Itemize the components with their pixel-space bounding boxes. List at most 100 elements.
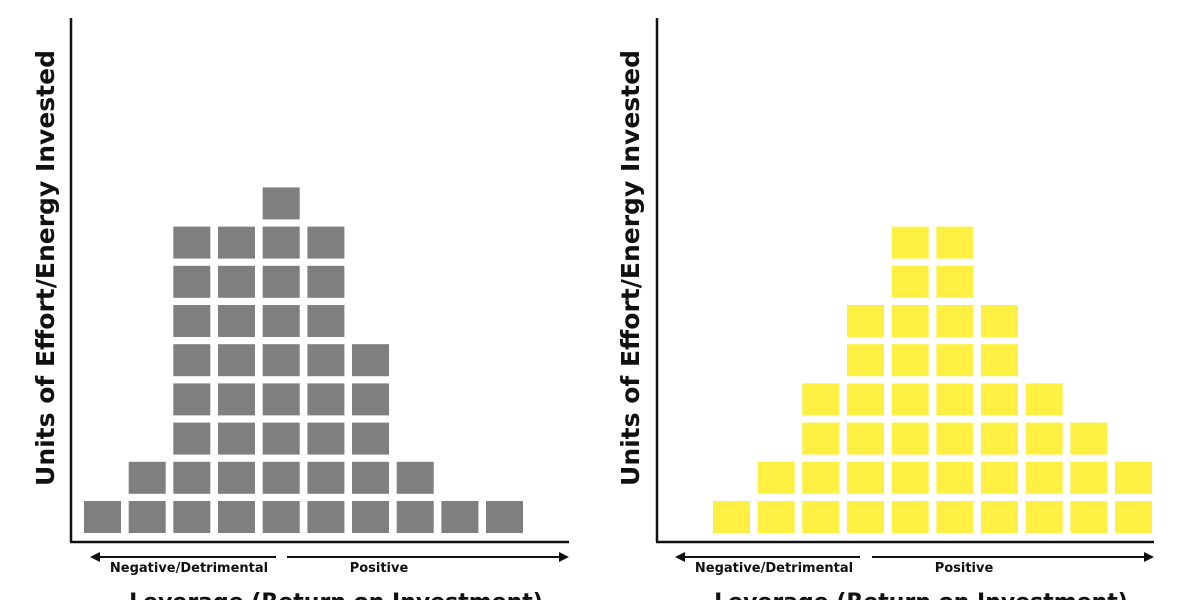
bar-unit-block [352,422,389,455]
bar-unit-block [802,422,840,455]
y-axis-label: Units of Effort/Energy Invested [616,50,645,486]
bar-unit-block [891,265,929,298]
bar-unit-block [262,501,300,533]
bar-unit-block [891,422,929,455]
bar-unit-block [173,383,211,416]
bar-unit-block [352,344,389,377]
bar-unit-block [1070,501,1108,533]
bar-unit-block [307,501,345,533]
bar-unit-block [128,461,166,494]
bar-unit-block [847,501,884,533]
bar-unit-block [1070,422,1108,455]
bar-unit-block [1115,461,1152,494]
y-axis-label: Units of Effort/Energy Invested [31,50,60,486]
bar-unit-block [981,461,1018,494]
bar-unit-block [262,422,300,455]
bar-unit-block [757,501,795,533]
bar-unit-block [262,305,300,337]
bar-unit-block [1025,501,1063,533]
bar-unit-block [847,383,884,416]
bar-unit-block [936,422,974,455]
bar-unit-block [891,305,929,337]
positive-label: Positive [935,561,994,576]
bar-unit-block [981,344,1018,377]
bar-unit-block [802,383,840,416]
bar-unit-block [173,422,211,455]
bar-unit-block [173,344,211,377]
bar-unit-block [981,383,1018,416]
bar-unit-block [891,344,929,377]
bar-unit-block [262,461,300,494]
bar-unit-block [262,226,300,259]
bar-unit-block [218,501,255,533]
bars-group [84,187,523,533]
bar-unit-block [173,501,211,533]
bar-unit-block [847,344,884,377]
bar-unit-block [891,383,929,416]
bar-unit-block [486,501,523,533]
bar-unit-block [173,305,211,337]
bar-unit-block [352,461,389,494]
bar-unit-block [847,305,884,337]
x-axis-label: Leverage (Return on Investment) [714,590,1128,600]
bar-unit-block [307,383,345,416]
bar-unit-block [1070,461,1108,494]
bar-unit-block [1115,501,1152,533]
bar-unit-block [84,501,121,533]
x-axis-label: Leverage (Return on Investment) [129,590,543,600]
bar-unit-block [936,461,974,494]
bar-unit-block [218,422,255,455]
bar-unit-block [936,501,974,533]
bar-unit-block [307,344,345,377]
bars-group [713,226,1152,533]
bar-unit-block [802,461,840,494]
bar-unit-block [936,344,974,377]
bar-unit-block [307,422,345,455]
bar-unit-block [1025,383,1063,416]
bar-unit-block [981,501,1018,533]
chart-left: Negative/Detrimental Positive Units of E… [31,18,569,605]
bar-unit-block [1025,461,1063,494]
bar-unit-block [262,265,300,298]
bar-unit-block [891,461,929,494]
bar-unit-block [396,501,434,533]
bar-unit-block [218,305,255,337]
negative-label: Negative/Detrimental [695,561,853,576]
bar-unit-block [307,461,345,494]
bar-unit-block [936,383,974,416]
bar-unit-block [713,501,750,533]
bar-unit-block [173,265,211,298]
bar-unit-block [1025,422,1063,455]
bar-unit-block [757,461,795,494]
bar-unit-block [128,501,166,533]
bar-unit-block [218,383,255,416]
bar-unit-block [307,226,345,259]
bar-unit-block [441,501,479,533]
bar-unit-block [981,305,1018,337]
bar-unit-block [802,501,840,533]
bar-unit-block [173,461,211,494]
bar-unit-block [218,344,255,377]
bar-unit-block [262,344,300,377]
bar-unit-block [936,226,974,259]
bar-unit-block [173,226,211,259]
bar-unit-block [936,265,974,298]
bar-unit-block [218,265,255,298]
bar-unit-block [352,501,389,533]
bar-unit-block [847,422,884,455]
bar-unit-block [307,305,345,337]
bar-unit-block [352,383,389,416]
chart-right: Negative/Detrimental Positive Units of E… [616,18,1154,605]
bar-unit-block [891,501,929,533]
bar-unit-block [218,461,255,494]
bar-unit-block [307,265,345,298]
bar-unit-block [936,305,974,337]
bar-unit-block [981,422,1018,455]
bar-unit-block [218,226,255,259]
bar-unit-block [891,226,929,259]
bar-unit-block [262,383,300,416]
negative-label: Negative/Detrimental [110,561,268,576]
bar-unit-block [396,461,434,494]
